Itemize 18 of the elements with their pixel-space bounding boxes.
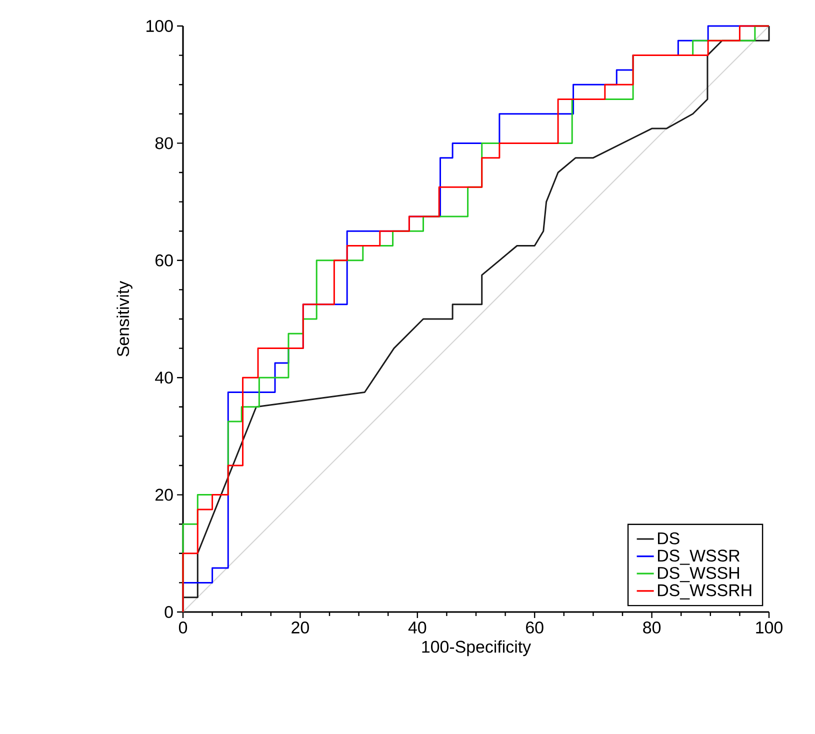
y-tick-label: 0 [164, 606, 173, 618]
x-tick-label: 0 [178, 621, 188, 634]
y-tick-label: 20 [156, 488, 173, 501]
y-tick-label: 100 [146, 20, 173, 32]
x-tick-label: 40 [408, 621, 426, 634]
x-tick-label: 100 [756, 621, 782, 634]
x-tick-label: 20 [292, 621, 309, 634]
legend-label: DS_WSSR [658, 550, 740, 565]
y-tick-label: 60 [156, 254, 173, 266]
legend-label: DS_WSSRH [658, 584, 752, 600]
legend-label: DS [658, 532, 680, 544]
x-axis-title: 100-Specificity [422, 640, 532, 656]
y-tick-label: 80 [155, 137, 173, 150]
x-tick-label: 60 [526, 621, 544, 634]
y-axis-title: Sensitivity [116, 280, 132, 356]
y-tick-label: 40 [155, 372, 173, 384]
legend-label: DS_WSSH [658, 566, 739, 582]
x-tick-label: 80 [643, 621, 661, 634]
